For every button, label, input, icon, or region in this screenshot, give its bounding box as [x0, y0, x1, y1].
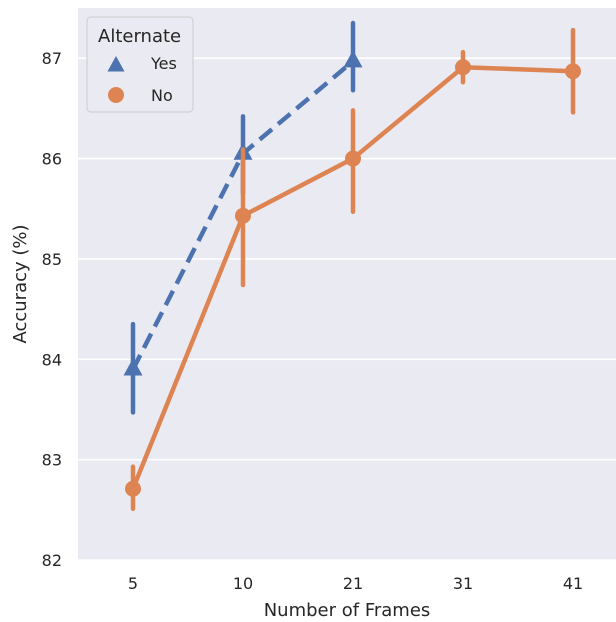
point-no-31 [455, 59, 471, 76]
legend-marker-no [108, 87, 124, 103]
gridlines [78, 57, 616, 561]
point-no-5 [125, 480, 141, 497]
y-tick-labels: 82 83 84 85 86 87 [42, 49, 62, 570]
legend: Alternate Yes No [86, 16, 194, 113]
x-tick-label-10: 10 [233, 574, 253, 593]
x-tick-label-21: 21 [343, 574, 363, 593]
y-axis-title: Accuracy (%) [10, 224, 31, 343]
point-yes-5 [123, 358, 143, 376]
x-tick-label-41: 41 [563, 574, 583, 593]
legend-title: Alternate [98, 26, 181, 47]
legend-label-no: No [151, 86, 173, 105]
point-yes-21 [343, 50, 363, 68]
series-layer [123, 20, 581, 512]
legend-marker-yes [107, 56, 125, 72]
y-tick-label-87: 87 [42, 49, 62, 68]
y-tick-label-84: 84 [42, 350, 62, 369]
x-tick-label-5: 5 [128, 574, 138, 593]
y-tick-label-82: 82 [42, 551, 62, 570]
series-no [125, 27, 581, 512]
x-axis-title: Number of Frames [264, 600, 431, 621]
point-no-10 [235, 207, 251, 224]
y-tick-label-83: 83 [42, 451, 62, 470]
y-tick-label-86: 86 [42, 150, 62, 169]
y-tick-label-85: 85 [42, 250, 62, 269]
point-no-21 [345, 150, 361, 167]
x-tick-labels: 5 10 21 31 41 [128, 574, 583, 593]
x-tick-label-31: 31 [453, 574, 473, 593]
point-no-41 [565, 63, 581, 80]
legend-label-yes: Yes [150, 54, 177, 73]
